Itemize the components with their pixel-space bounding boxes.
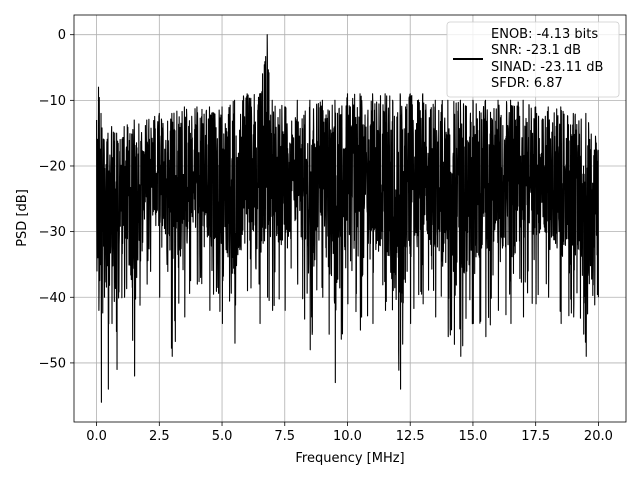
legend: ENOB: -4.13 bits SNR: -23.1 dB SINAD: -2… xyxy=(446,21,620,98)
x-tick-label: 7.5 xyxy=(274,429,295,444)
y-tick-label: −30 xyxy=(39,225,66,240)
y-tick-label: −20 xyxy=(39,159,66,174)
y-tick-label: −50 xyxy=(39,356,66,371)
x-tick-label: 2.5 xyxy=(149,429,170,444)
x-tick-label: 17.5 xyxy=(521,429,550,444)
x-tick-label: 5.0 xyxy=(212,429,233,444)
psd-line xyxy=(96,34,599,403)
x-axis-label: Frequency [MHz] xyxy=(295,451,404,466)
plot-area-frame xyxy=(73,14,627,423)
y-tick-label: 0 xyxy=(58,28,66,43)
psd-trace xyxy=(96,34,599,403)
y-axis-label: PSD [dB] xyxy=(15,189,30,247)
legend-entry-snr: SNR: -23.1 dB xyxy=(491,43,581,58)
x-tick-label: 0.0 xyxy=(86,429,107,444)
x-tick-label: 15.0 xyxy=(458,429,487,444)
legend-entry-sfdr: SFDR: 6.87 xyxy=(491,76,563,91)
x-tick-label: 20.0 xyxy=(584,429,613,444)
y-axis-ticks: 0 −10 −20 −30 −40 −50 xyxy=(39,28,74,371)
x-axis-ticks: 0.0 2.5 5.0 7.5 10.0 12.5 15.0 17.5 20.0 xyxy=(86,422,613,444)
legend-entry-enob: ENOB: -4.13 bits xyxy=(491,27,598,42)
y-tick-label: −10 xyxy=(39,94,66,109)
x-tick-label: 12.5 xyxy=(396,429,425,444)
x-tick-label: 10.0 xyxy=(333,429,362,444)
y-tick-label: −40 xyxy=(39,291,66,306)
legend-entry-sinad: SINAD: -23.11 dB xyxy=(491,60,603,75)
legend-box xyxy=(446,21,620,98)
